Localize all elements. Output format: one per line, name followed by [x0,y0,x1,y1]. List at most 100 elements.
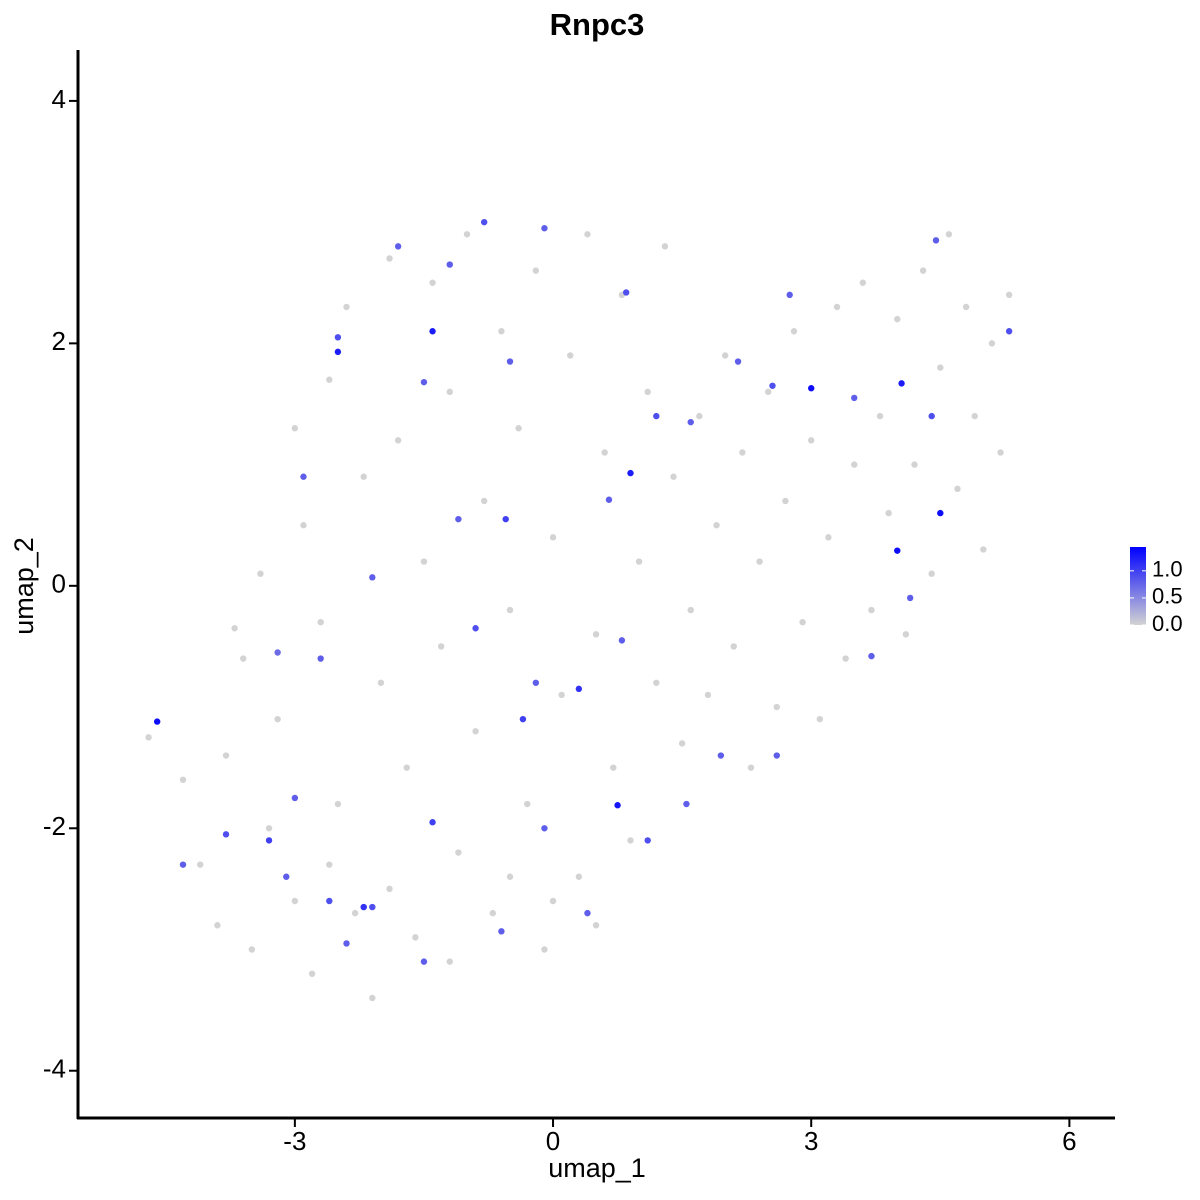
point [515,425,522,432]
point [265,825,273,832]
color-tick-label: 0.0 [1152,611,1183,636]
point [274,649,281,656]
point [696,412,703,420]
point [730,643,737,650]
point [429,279,436,286]
points [145,218,1013,1002]
point [683,800,690,808]
point [472,728,479,735]
point [928,412,935,420]
point [911,461,918,468]
point [541,946,548,953]
point [592,922,600,929]
point [326,861,333,868]
point [851,461,858,468]
x-tick-label: 0 [546,1126,560,1156]
point [627,837,634,844]
point [644,837,651,844]
point [498,328,505,335]
point [876,412,884,420]
point [506,606,514,614]
point [635,558,643,565]
point [584,231,591,238]
point [713,522,720,529]
point [541,825,548,832]
point [808,385,815,392]
point [567,352,574,359]
point [446,261,453,268]
point [394,243,402,250]
point [644,388,651,396]
point [851,394,858,402]
point [420,378,428,386]
point [592,631,600,638]
point [291,794,299,802]
point [386,885,393,893]
point [412,934,419,941]
point [455,849,462,856]
point [747,764,755,771]
point [420,958,428,965]
point [248,946,256,953]
point [614,802,621,809]
point [437,643,445,650]
y-tick-label: -4 [43,1054,66,1084]
point [601,449,608,456]
point [790,328,798,335]
y-tick-label: 0 [52,569,66,599]
point [937,509,944,517]
point [997,449,1004,456]
point [317,618,324,626]
color-bar [1130,547,1146,625]
point [506,873,514,880]
point [532,679,540,686]
y-tick-label: -2 [43,811,66,841]
point [222,752,230,759]
point [179,776,187,783]
point [605,496,613,503]
point [885,509,892,517]
point [498,928,505,935]
x-tick-label: 3 [804,1126,818,1156]
point [894,315,901,323]
point [291,897,299,905]
chart-title: Rnpc3 [550,7,645,42]
point [1005,291,1013,299]
point [369,903,376,911]
point [773,752,780,759]
point [816,715,824,723]
point [937,364,944,371]
point [842,655,849,662]
point [906,594,914,602]
point [283,873,290,880]
point [274,715,281,723]
point [962,303,970,311]
point [429,328,436,335]
point [317,655,324,662]
x-tick-label: 6 [1062,1126,1076,1156]
point [721,352,729,359]
point [799,618,806,626]
point [420,558,428,565]
point [145,734,152,741]
point [524,800,531,808]
point [231,625,238,632]
color-tick-label: 1.0 [1152,557,1183,582]
point [214,922,221,929]
x-axis-label: umap_1 [548,1153,646,1183]
point [653,412,660,420]
point [687,606,694,614]
point [575,873,583,880]
point [463,231,471,238]
point [386,255,393,262]
point [894,547,901,554]
y-axis-label: umap_2 [9,537,39,635]
point [403,764,410,771]
point [343,940,350,947]
point [670,473,677,480]
y-tick-label: 2 [52,326,66,356]
point [360,903,367,911]
point [153,718,161,725]
point [222,831,230,838]
